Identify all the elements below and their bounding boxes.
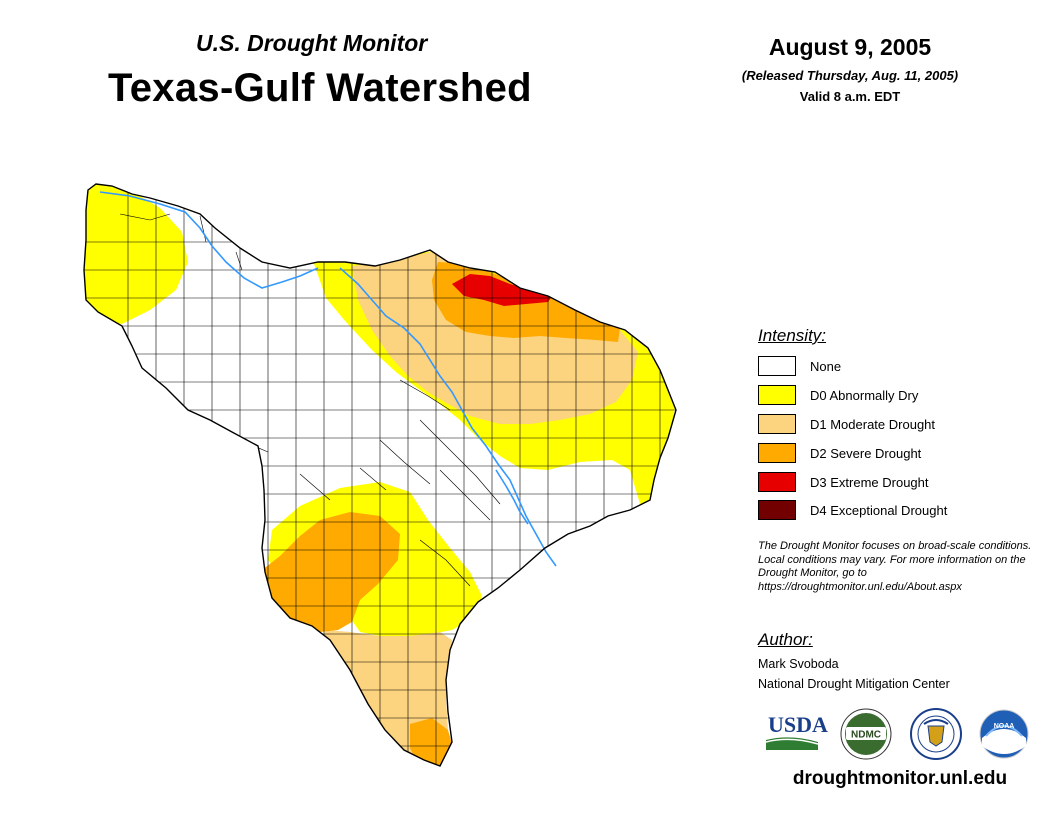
- legend-label: None: [810, 359, 841, 374]
- valid-time: Valid 8 a.m. EDT: [680, 89, 1020, 104]
- release-date: (Released Thursday, Aug. 11, 2005): [680, 68, 1020, 83]
- commerce-seal-icon: [911, 709, 961, 759]
- map-date: August 9, 2005: [680, 34, 1020, 61]
- author-organization: National Drought Mitigation Center: [758, 677, 950, 691]
- legend-item-none: None: [758, 355, 841, 377]
- author-name: Mark Svoboda: [758, 657, 839, 671]
- legend-title: Intensity:: [758, 326, 826, 346]
- legend-swatch-d3: [758, 472, 796, 492]
- legend-swatch-d0: [758, 385, 796, 405]
- disclaimer-note: The Drought Monitor focuses on broad-sca…: [758, 540, 1048, 594]
- website-link[interactable]: droughtmonitor.unl.edu: [740, 768, 1056, 790]
- noaa-logo: NOAA: [980, 710, 1028, 758]
- usda-logo: USDA: [766, 712, 828, 750]
- legend-swatch-d2: [758, 443, 796, 463]
- legend-item-d3: D3 Extreme Drought: [758, 471, 929, 493]
- ndmc-logo: NDMC: [841, 709, 891, 759]
- ndmc-logo-text: NDMC: [851, 730, 881, 741]
- drought-map: [0, 0, 700, 816]
- legend-swatch-none: [758, 356, 796, 376]
- legend-item-d1: D1 Moderate Drought: [758, 413, 935, 435]
- noaa-logo-text: NOAA: [994, 723, 1015, 730]
- legend-label: D0 Abnormally Dry: [810, 388, 918, 403]
- legend-swatch-d1: [758, 414, 796, 434]
- legend-label: D1 Moderate Drought: [810, 417, 935, 432]
- author-heading: Author:: [758, 630, 813, 650]
- legend-label: D3 Extreme Drought: [810, 475, 929, 490]
- legend-item-d4: D4 Exceptional Drought: [758, 499, 947, 521]
- legend-label: D2 Severe Drought: [810, 446, 921, 461]
- legend-label: D4 Exceptional Drought: [810, 503, 947, 518]
- legend-item-d0: D0 Abnormally Dry: [758, 384, 918, 406]
- usda-logo-text: USDA: [768, 712, 828, 737]
- agency-logos: USDA NDMC NOAA: [760, 706, 1030, 762]
- legend-item-d2: D2 Severe Drought: [758, 442, 921, 464]
- legend-swatch-d4: [758, 500, 796, 520]
